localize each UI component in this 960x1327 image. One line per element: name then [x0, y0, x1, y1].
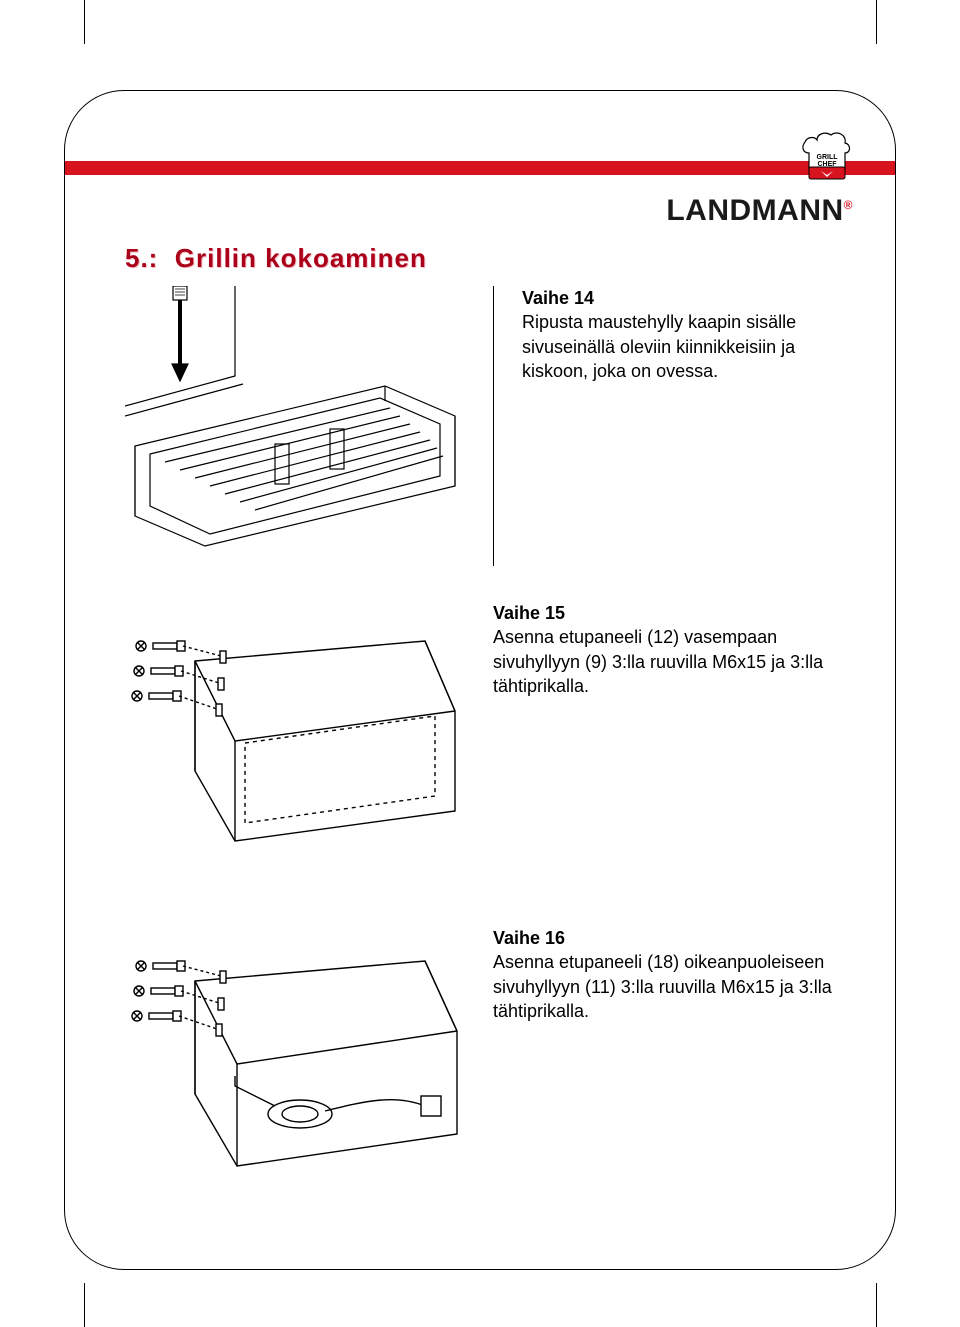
step-heading: Vaihe 15: [493, 603, 565, 623]
sub-logo-bot: CHEF: [817, 161, 837, 168]
step-15: Vaihe 15 Asenna etupaneeli (12) vasempaa…: [125, 601, 835, 861]
step-16: Vaihe 16 Asenna etupaneeli (18) oikeanpu…: [125, 926, 835, 1186]
crop-mark: [876, 0, 877, 44]
step-14: Vaihe 14 Ripusta maustehylly kaapin sisä…: [125, 286, 835, 566]
step-heading: Vaihe 16: [493, 928, 565, 948]
step-body: Ripusta maustehylly kaapin sisälle sivus…: [522, 312, 796, 381]
section-title-text: Grillin kokoaminen: [175, 243, 427, 273]
crop-mark: [876, 1283, 877, 1327]
section-number: 5.:: [125, 243, 158, 273]
page-frame: GRILL CHEF LANDMANN® 5.: Grillin kokoami…: [64, 90, 896, 1270]
step-14-figure: [125, 286, 465, 566]
crop-mark: [84, 0, 85, 44]
grill-chef-hat-icon: GRILL CHEF: [801, 131, 853, 185]
sub-logo-top: GRILL: [817, 154, 839, 161]
step-14-text: Vaihe 14 Ripusta maustehylly kaapin sisä…: [522, 286, 835, 566]
step-16-figure: [125, 926, 465, 1186]
step-heading: Vaihe 14: [522, 288, 594, 308]
step-16-text: Vaihe 16 Asenna etupaneeli (18) oikeanpu…: [493, 926, 835, 1186]
step-body: Asenna etupaneeli (18) oikeanpuoleiseen …: [493, 952, 832, 1021]
registered-mark: ®: [844, 198, 853, 212]
step-15-text: Vaihe 15 Asenna etupaneeli (12) vasempaa…: [493, 601, 835, 861]
step-body: Asenna etupaneeli (12) vasempaan sivuhyl…: [493, 627, 823, 696]
brand-logo: GRILL CHEF LANDMANN®: [643, 131, 853, 228]
crop-mark: [84, 1283, 85, 1327]
brand-wordmark: LANDMANN®: [643, 194, 853, 228]
section-heading: 5.: Grillin kokoaminen: [125, 243, 427, 274]
step-15-figure: [125, 601, 465, 861]
brand-name: LANDMANN: [666, 194, 843, 227]
step-divider: [493, 286, 494, 566]
